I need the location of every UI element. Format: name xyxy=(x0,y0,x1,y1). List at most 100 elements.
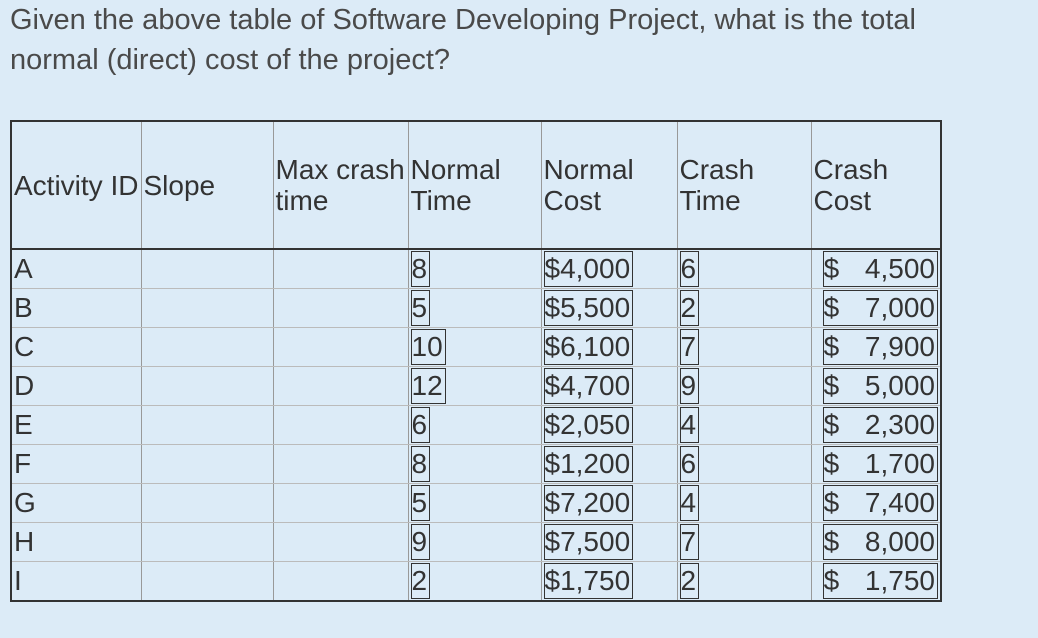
table-cell: $1,200 xyxy=(540,444,678,484)
table-cell: 5 xyxy=(407,483,542,523)
table-row: I 2 $1,750 2 $ 1,750 xyxy=(10,561,942,602)
table-cell xyxy=(140,248,274,289)
crash-cost-value: $ 2,300 xyxy=(822,407,938,443)
table-row: E 6 $2,050 4 $ 2,300 xyxy=(10,405,942,445)
activity-value: B xyxy=(14,292,33,323)
table-row: F 8 $1,200 6 $ 1,700 xyxy=(10,444,942,484)
crash-cost-value: $ 1,750 xyxy=(822,563,938,599)
header-cell: Slope xyxy=(140,120,274,250)
table-cell xyxy=(272,561,409,602)
crash-time-value: 2 xyxy=(679,563,700,599)
table-cell: $6,100 xyxy=(540,327,678,367)
normal-time-value: 5 xyxy=(410,290,431,326)
table-cell: 6 xyxy=(676,444,812,484)
table-cell xyxy=(140,483,274,523)
normal-time-value: 9 xyxy=(410,524,431,560)
table-cell xyxy=(140,327,274,367)
table-cell xyxy=(272,327,409,367)
table-cell xyxy=(140,561,274,602)
table-cell: B xyxy=(10,288,142,328)
crash-time-value: 2 xyxy=(679,290,700,326)
header-row: Activity ID Slope Max crash time Normal Tim… xyxy=(10,120,942,250)
header-cell: Crash Cost xyxy=(810,120,942,250)
activity-value: F xyxy=(14,448,32,479)
activity-value: A xyxy=(14,253,33,284)
table-cell xyxy=(272,248,409,289)
normal-cost-value: $4,000 xyxy=(543,251,634,287)
crash-time-value: 6 xyxy=(679,251,700,287)
table-cell: $7,200 xyxy=(540,483,678,523)
table-header: Activity ID Slope Max crash time Normal Tim… xyxy=(10,120,942,250)
table-cell: $4,700 xyxy=(540,366,678,406)
table-cell: 7 xyxy=(676,327,812,367)
header-cell: Max crash time xyxy=(272,120,409,250)
crash-cost-value: $ 7,900 xyxy=(822,329,938,365)
table-cell: 2 xyxy=(676,288,812,328)
table-cell xyxy=(272,522,409,562)
table-cell: C xyxy=(10,327,142,367)
table-cell: 8 xyxy=(407,444,542,484)
crash-time-value: 7 xyxy=(679,329,700,365)
normal-cost-value: $6,100 xyxy=(543,329,634,365)
crash-time-value: 4 xyxy=(679,485,700,521)
table-cell: 4 xyxy=(676,483,812,523)
question-text: Given the above table of Software Develo… xyxy=(10,4,916,76)
table-cell: E xyxy=(10,405,142,445)
normal-time-value: 10 xyxy=(410,329,446,365)
table-cell: $1,750 xyxy=(540,561,678,602)
normal-cost-value: $1,200 xyxy=(543,446,634,482)
header-cell: Activity ID xyxy=(10,120,142,250)
table-cell: 7 xyxy=(676,522,812,562)
table-row: D 12 $4,700 9 $ 5,000 xyxy=(10,366,942,406)
table-cell xyxy=(272,444,409,484)
table-cell: 9 xyxy=(407,522,542,562)
crash-time-value: 6 xyxy=(679,446,700,482)
crash-cost-value: $ 7,000 xyxy=(822,290,938,326)
table-cell: 2 xyxy=(407,561,542,602)
table-cell: 10 xyxy=(407,327,542,367)
table-cell: $ 1,750 xyxy=(810,561,942,602)
project-table: Activity ID Slope Max crash time Normal Tim… xyxy=(10,120,942,602)
table-cell: G xyxy=(10,483,142,523)
table-cell xyxy=(140,405,274,445)
table-cell: $2,050 xyxy=(540,405,678,445)
table-cell: $ 8,000 xyxy=(810,522,942,562)
table-row: G 5 $7,200 4 $ 7,400 xyxy=(10,483,942,523)
table-cell: 9 xyxy=(676,366,812,406)
table-cell xyxy=(272,288,409,328)
table-cell xyxy=(140,366,274,406)
normal-cost-value: $5,500 xyxy=(543,290,634,326)
normal-time-value: 8 xyxy=(410,446,431,482)
header-cell: Crash Time xyxy=(676,120,812,250)
table-cell: 6 xyxy=(407,405,542,445)
table-cell: $ 4,500 xyxy=(810,248,942,289)
table-cell: 5 xyxy=(407,288,542,328)
normal-time-value: 12 xyxy=(410,368,446,404)
table-cell xyxy=(272,405,409,445)
table-cell xyxy=(272,366,409,406)
table-cell: H xyxy=(10,522,142,562)
table-cell: $ 5,000 xyxy=(810,366,942,406)
table-body: A 8 $4,000 6 $ 4,500 B 5 $5,500 2 $ 7,000 C 10 $6,10… xyxy=(10,248,942,602)
table-cell: $7,500 xyxy=(540,522,678,562)
table-cell: I xyxy=(10,561,142,602)
crash-cost-value: $ 7,400 xyxy=(822,485,938,521)
normal-cost-value: $4,700 xyxy=(543,368,634,404)
normal-time-value: 5 xyxy=(410,485,431,521)
table-cell: 2 xyxy=(676,561,812,602)
table-cell: $ 2,300 xyxy=(810,405,942,445)
activity-value: H xyxy=(14,526,35,557)
crash-cost-value: $ 5,000 xyxy=(822,368,938,404)
header-cell: Normal Time xyxy=(407,120,542,250)
activity-value: D xyxy=(14,370,35,401)
table-cell: $5,500 xyxy=(540,288,678,328)
crash-time-value: 4 xyxy=(679,407,700,443)
table-row: B 5 $5,500 2 $ 7,000 xyxy=(10,288,942,328)
normal-cost-value: $7,500 xyxy=(543,524,634,560)
normal-cost-value: $2,050 xyxy=(543,407,634,443)
table-cell xyxy=(140,522,274,562)
crash-cost-value: $ 1,700 xyxy=(822,446,938,482)
header-cell: Normal Cost xyxy=(540,120,678,250)
table-cell: 6 xyxy=(676,248,812,289)
